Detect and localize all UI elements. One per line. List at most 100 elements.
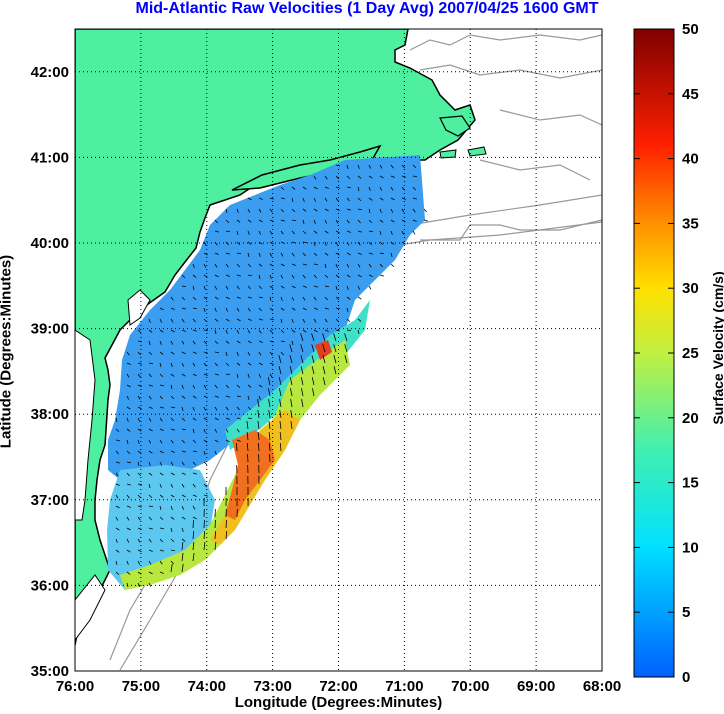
velocity-vector xyxy=(291,307,296,311)
velocity-vector xyxy=(159,505,162,510)
velocity-vector xyxy=(368,274,373,277)
velocity-vector xyxy=(379,164,383,169)
velocity-vector xyxy=(346,175,351,180)
velocity-vector xyxy=(401,219,406,223)
velocity-vector xyxy=(335,175,339,180)
velocity-vector xyxy=(159,318,163,323)
velocity-vector xyxy=(247,329,251,334)
velocity-vector xyxy=(258,362,263,366)
plot-frame xyxy=(74,28,603,672)
velocity-vector xyxy=(181,318,185,323)
velocity-vector xyxy=(324,241,327,246)
velocity-vector xyxy=(192,406,195,411)
velocity-vector xyxy=(313,296,317,301)
velocity-vector xyxy=(214,263,218,268)
velocity-vector xyxy=(368,186,371,191)
velocity-vector xyxy=(203,483,207,488)
velocity-vector xyxy=(346,186,351,189)
velocity-vector xyxy=(148,461,151,466)
velocity-vector xyxy=(258,307,262,312)
velocity-vector xyxy=(291,296,295,301)
velocity-vector xyxy=(300,355,304,364)
velocity-vector xyxy=(346,329,351,332)
velocity-vector xyxy=(214,285,218,290)
velocity-vector xyxy=(258,395,261,400)
velocity-vector xyxy=(203,274,208,278)
velocity-vector xyxy=(379,263,383,268)
velocity-vector xyxy=(137,373,141,378)
velocity-vector xyxy=(379,175,384,179)
velocity-vector xyxy=(148,505,153,508)
velocity-vector xyxy=(247,373,250,378)
velocity-vector xyxy=(335,329,340,332)
velocity-vector xyxy=(225,351,228,356)
velocity-vector xyxy=(300,344,304,353)
velocity-vector xyxy=(170,549,175,552)
velocity-vector xyxy=(203,351,208,354)
velocity-vector xyxy=(280,252,284,257)
velocity-vector xyxy=(159,428,164,431)
velocity-vector xyxy=(214,296,219,300)
velocity-vector xyxy=(170,307,175,310)
velocity-vector xyxy=(268,442,271,452)
velocity-vector xyxy=(268,399,271,408)
velocity-vector xyxy=(258,208,262,213)
velocity-vector xyxy=(126,549,131,553)
velocity-vector xyxy=(269,197,274,200)
velocity-vector xyxy=(192,428,195,433)
velocity-vector xyxy=(214,542,217,551)
velocity-vector xyxy=(225,384,229,389)
velocity-vector xyxy=(324,230,329,234)
velocity-vector xyxy=(170,472,175,476)
velocity-vector xyxy=(148,582,152,587)
velocity-vector xyxy=(148,516,152,521)
velocity-vector xyxy=(368,241,372,246)
velocity-vector xyxy=(115,439,120,442)
velocity-vector xyxy=(115,571,120,576)
velocity-vector xyxy=(225,428,229,433)
velocity-vector xyxy=(126,417,129,422)
velocity-vector xyxy=(192,519,194,529)
velocity-vector xyxy=(368,164,372,169)
colorbar-tick-label: 0 xyxy=(682,669,690,686)
velocity-vector xyxy=(214,384,218,389)
velocity-vector xyxy=(203,450,206,455)
velocity-vector xyxy=(335,285,338,290)
velocity-vector xyxy=(313,307,318,310)
velocity-vector xyxy=(236,252,241,255)
velocity-vector xyxy=(214,395,219,398)
velocity-vector xyxy=(115,538,118,543)
x-tick-label: 69:00 xyxy=(517,678,555,695)
velocity-vector xyxy=(192,329,197,332)
velocity-vector xyxy=(181,362,185,367)
y-tick-label: 37:00 xyxy=(31,492,69,509)
velocity-vector xyxy=(225,274,230,277)
velocity-vector xyxy=(203,241,207,246)
velocity-vector xyxy=(379,186,383,191)
velocity-vector xyxy=(300,366,304,375)
velocity-vector xyxy=(269,208,273,213)
velocity-vector xyxy=(192,472,197,475)
velocity-vector xyxy=(379,241,384,246)
velocity-vector xyxy=(247,318,252,321)
velocity-vector xyxy=(247,395,250,400)
velocity-vector xyxy=(322,366,326,375)
velocity-vector xyxy=(269,307,274,312)
x-tick-label: 75:00 xyxy=(122,678,160,695)
velocity-vector xyxy=(313,241,316,246)
velocity-vector xyxy=(291,329,296,333)
velocity-vector xyxy=(181,538,186,542)
velocity-vector xyxy=(302,285,307,288)
velocity-vector xyxy=(247,285,251,290)
velocity-vector xyxy=(214,450,217,455)
velocity-vector xyxy=(126,516,130,521)
velocity-vector xyxy=(335,208,340,211)
velocity-vector xyxy=(203,406,207,411)
chesapeake-bay xyxy=(75,329,96,521)
velocity-vector xyxy=(357,197,362,202)
velocity-vector xyxy=(368,197,373,201)
velocity-vector xyxy=(269,296,272,301)
velocity-vector xyxy=(379,252,384,255)
velocity-vector xyxy=(203,340,207,345)
velocity-vector xyxy=(324,307,329,310)
